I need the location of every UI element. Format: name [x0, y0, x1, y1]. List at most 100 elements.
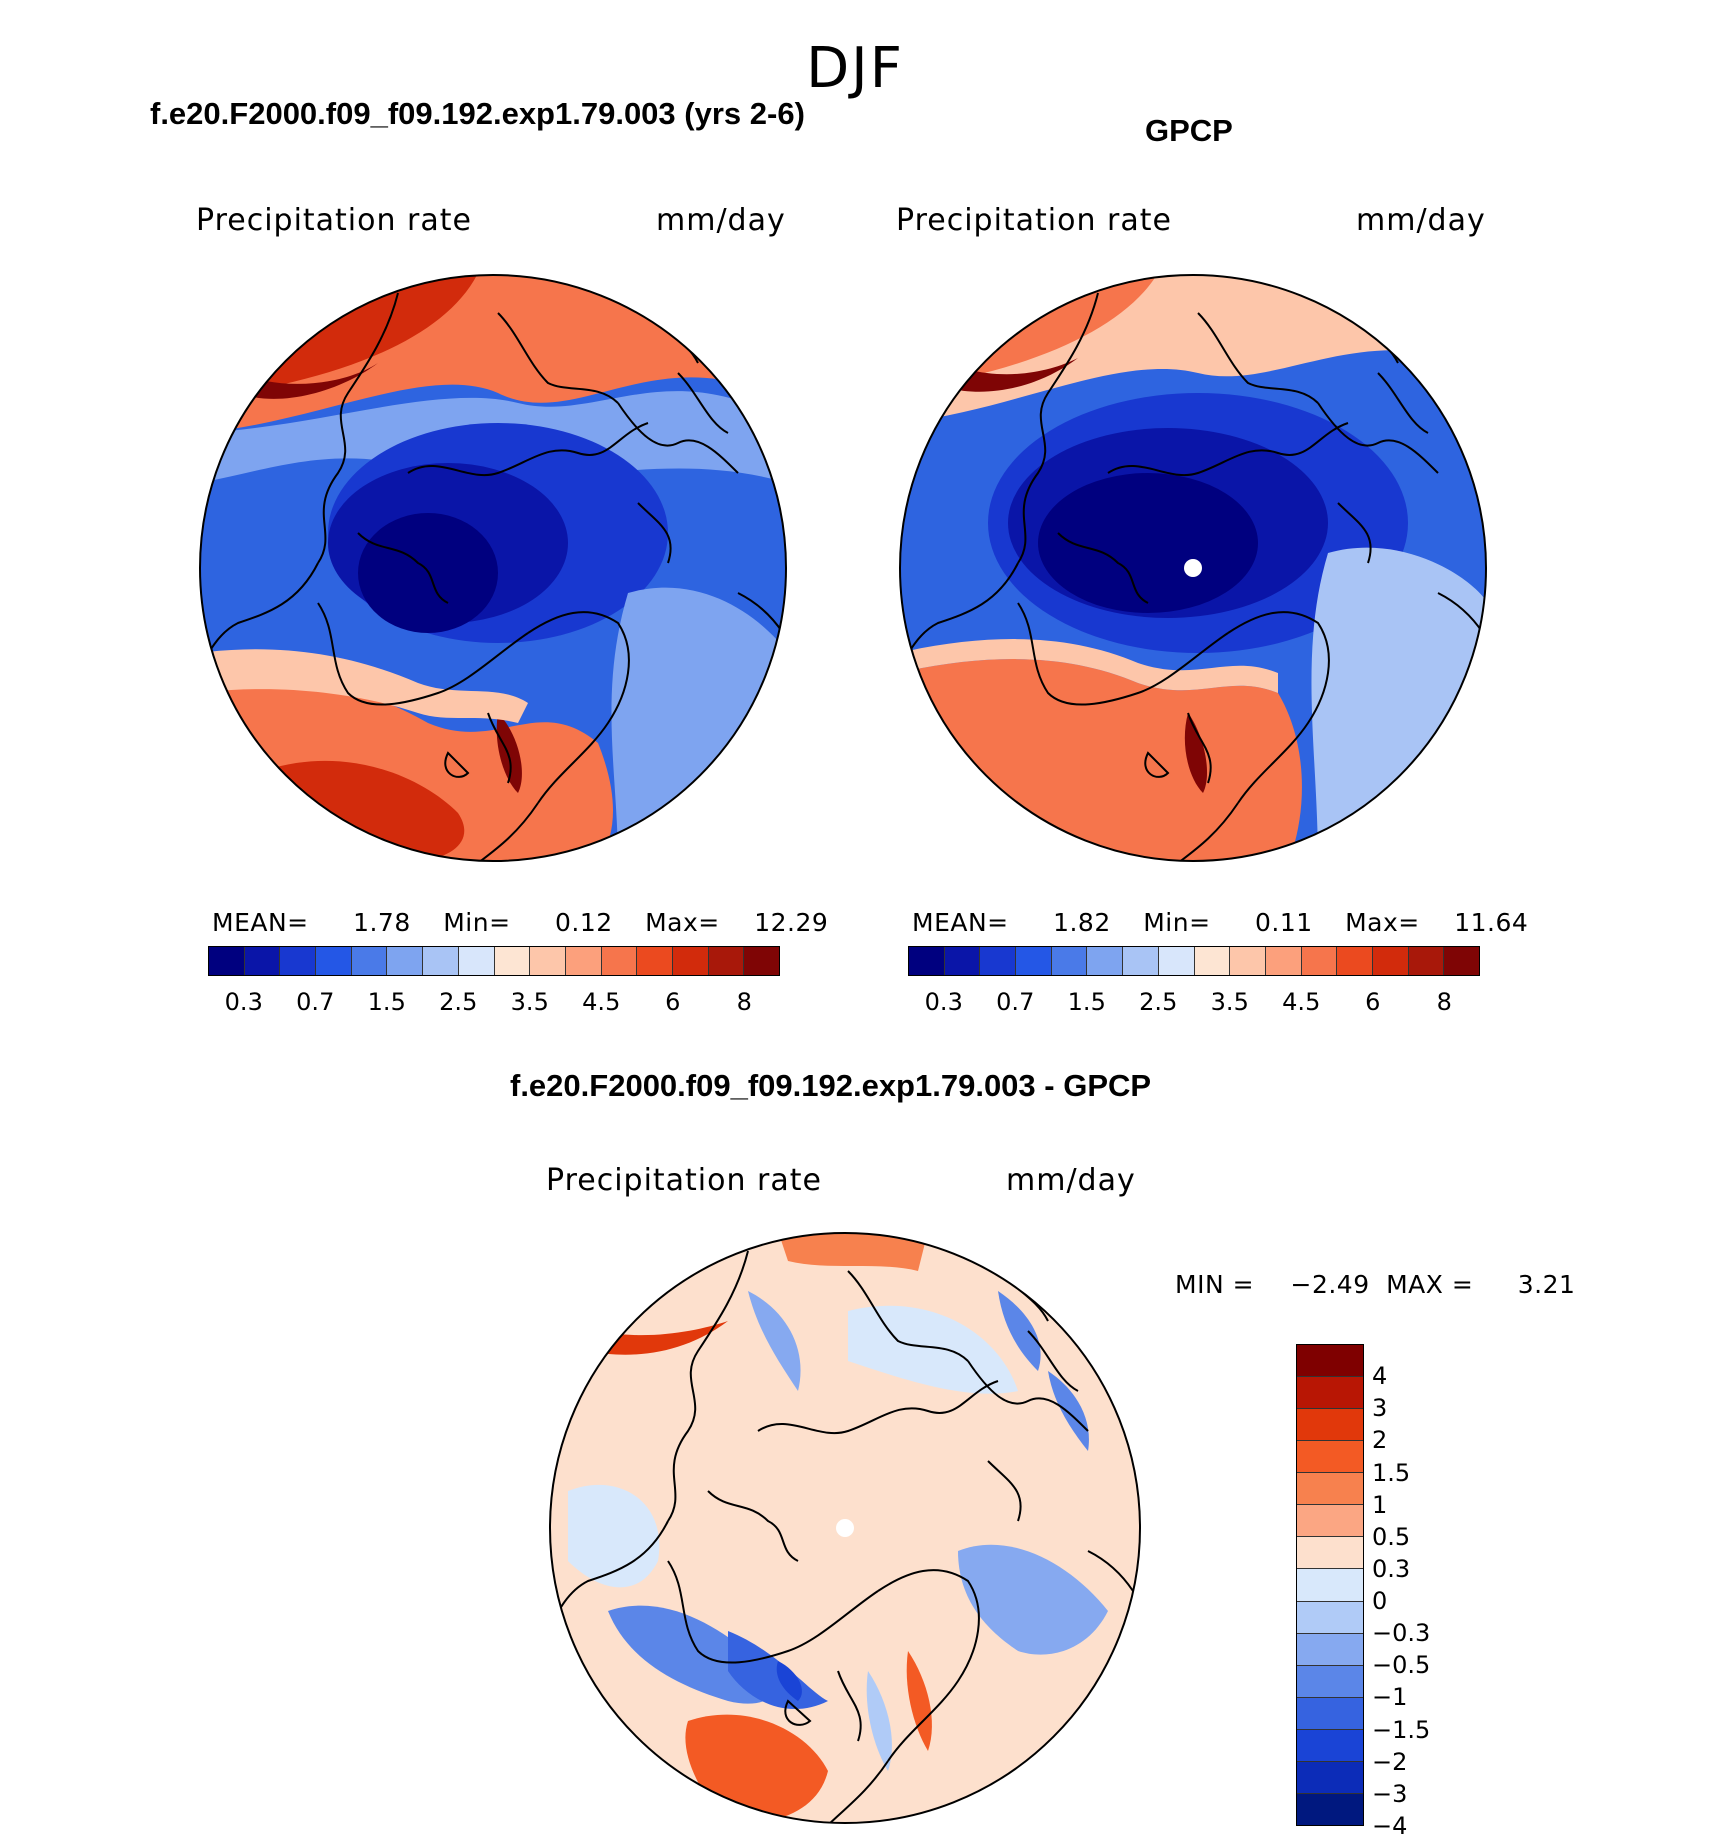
panel-obs-title: GPCP [1145, 113, 1233, 148]
colorbar-swatch [530, 947, 566, 975]
colorbar-obs-ticks: 0.3 0.7 1.5 2.5 3.5 4.5 6 8 [908, 988, 1478, 1018]
panel-model-map [199, 274, 787, 862]
colorbar-swatch [1444, 947, 1479, 975]
colorbar-swatch [244, 947, 281, 975]
eurasia-low [1311, 547, 1486, 861]
colorbar-tick-label: −3 [1372, 1779, 1408, 1808]
colorbar-model-ticks: 0.3 0.7 1.5 2.5 3.5 4.5 6 8 [208, 988, 778, 1018]
colorbar-swatch [1297, 1761, 1363, 1794]
mean-value: 1.78 [353, 908, 411, 937]
colorbar-swatch [1016, 947, 1052, 975]
colorbar-swatch [1123, 947, 1159, 975]
max-label: MAX = [1386, 1270, 1474, 1299]
colorbar-swatch [1297, 1793, 1363, 1825]
colorbar-swatch [1297, 1665, 1363, 1698]
colorbar-tick-label: 0.3 [224, 988, 263, 1016]
figure-title: DJF [806, 36, 904, 101]
min-value: 0.12 [554, 908, 613, 937]
colorbar-tick-label: −2 [1372, 1747, 1408, 1776]
norway-max [1184, 713, 1208, 793]
colorbar-tick-label: −0.5 [1372, 1651, 1431, 1680]
colorbar-tick-label: 1.5 [1372, 1458, 1411, 1487]
colorbar-tick-label: 0 [1372, 1587, 1388, 1616]
norway-max [496, 713, 522, 793]
colorbar-swatch [1297, 1345, 1363, 1378]
colorbar-tick-label: 1.5 [367, 988, 406, 1016]
colorbar-swatch [1297, 1633, 1363, 1666]
colorbar-swatch [1297, 1377, 1363, 1410]
colorbar-tick-label: 3.5 [510, 988, 549, 1016]
colorbar-tick-label: 3 [1372, 1394, 1388, 1423]
colorbar-tick-label: 4.5 [582, 988, 621, 1016]
colorbar-swatch [1265, 947, 1302, 975]
coastlines [200, 292, 784, 861]
norway-neg [866, 1671, 892, 1771]
pole-hole [836, 1519, 854, 1537]
colorbar-swatch [980, 947, 1017, 975]
panel-obs-stats: MEAN= 1.82 Min= 0.11 Max= 11.64 [912, 908, 1528, 937]
max-value: 12.29 [754, 908, 829, 937]
colorbar-tick-label: 1.5 [1067, 988, 1106, 1016]
panel-diff-variable: Precipitation rate [546, 1163, 822, 1198]
colorbar-tick-label: 8 [736, 988, 752, 1016]
panel-diff-units: mm/day [1006, 1163, 1136, 1198]
colorbar-tick-label: 2.5 [1139, 988, 1178, 1016]
colorbar-tick-label: 4 [1372, 1362, 1388, 1391]
transition-band [900, 639, 1278, 693]
colorbar-swatch [637, 947, 673, 975]
kamchatka-neg [998, 1291, 1041, 1371]
colorbar-tick-label: 0.3 [1372, 1554, 1411, 1583]
colorbar-tick-label: 3.5 [1210, 988, 1249, 1016]
colorbar-swatch [1301, 947, 1338, 975]
colorbar-tick-label: 6 [1365, 988, 1381, 1016]
max-value: 3.21 [1517, 1270, 1576, 1299]
colorbar-tick-label: −0.3 [1372, 1619, 1431, 1648]
colorbar-swatch [1297, 1441, 1363, 1474]
min-value: −2.49 [1290, 1270, 1370, 1299]
colorbar-tick-label: 2 [1372, 1426, 1388, 1455]
colorbar-swatch [1337, 947, 1373, 975]
colorbar-tick-label: 1 [1372, 1490, 1388, 1519]
panel-model-title: f.e20.F2000.f09_f09.192.exp1.79.003 (yrs… [150, 96, 805, 131]
map-boundary [199, 274, 787, 862]
colorbar-swatch [1297, 1505, 1363, 1538]
pole-hole [1184, 559, 1202, 577]
colorbar-swatch [1297, 1569, 1363, 1602]
min-label: Min= [1143, 908, 1211, 937]
colorbar-swatch [1297, 1601, 1363, 1634]
colorbar-swatch [944, 947, 981, 975]
colorbar-tick-label: 0.7 [996, 988, 1035, 1016]
max-label: Max= [645, 908, 720, 937]
panel-diff-map [549, 1232, 1141, 1824]
arctic-low-core [1038, 473, 1258, 613]
panel-model-stats: MEAN= 1.78 Min= 0.12 Max= 12.29 [212, 908, 828, 937]
colorbar-tick-label: 0.3 [924, 988, 963, 1016]
colorbar-swatch [1087, 947, 1124, 975]
colorbar-swatch [1297, 1537, 1363, 1570]
colorbar-swatch [565, 947, 602, 975]
colorbar-swatch [351, 947, 388, 975]
panel-model-units: mm/day [656, 203, 786, 238]
coastlines [900, 292, 1484, 861]
panel-obs-variable: Precipitation rate [896, 203, 1172, 238]
max-label: Max= [1345, 908, 1420, 937]
colorbar-swatch [1194, 947, 1231, 975]
map-boundary [899, 274, 1487, 862]
scandinavia-pos [906, 1651, 932, 1751]
colorbar-diff-ticks: 4 3 2 1.5 1 0.5 0.3 0 −0.3 −0.5 −1 −1.5 −2 −3 −4 [1372, 1344, 1492, 1840]
colorbar-swatch [1051, 947, 1088, 975]
atlantic-storm-track [900, 659, 1302, 861]
panel-diff-title: f.e20.F2000.f09_f09.192.exp1.79.003 - GP… [510, 1068, 1152, 1103]
colorbar-swatch [601, 947, 638, 975]
north-pacific-pos [778, 1233, 928, 1271]
okhotsk-neg [1048, 1371, 1089, 1451]
colorbar-tick-label: 2.5 [439, 988, 478, 1016]
colorbar-swatch [708, 947, 745, 975]
colorbar-swatch [1297, 1697, 1363, 1730]
europe-neg [958, 1544, 1108, 1655]
colorbar-swatch [494, 947, 531, 975]
colorbar-swatch [1297, 1729, 1363, 1762]
colorbar-tick-label: 4.5 [1282, 988, 1321, 1016]
colorbar-tick-label: 0.7 [296, 988, 335, 1016]
colorbar-model [208, 946, 780, 976]
